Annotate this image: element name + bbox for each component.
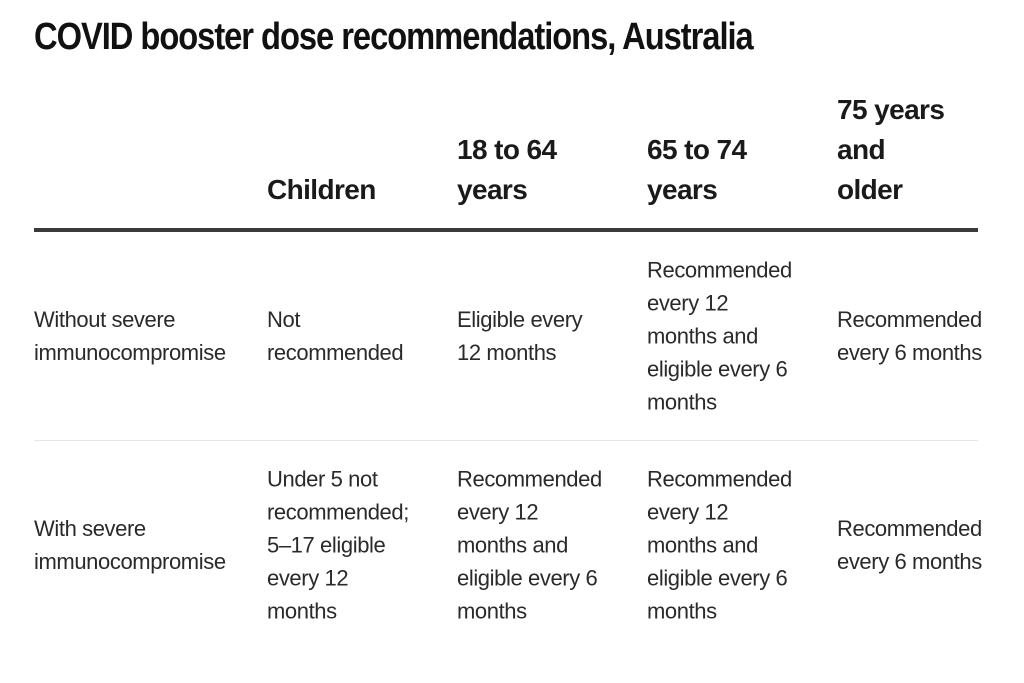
cell-children: Under 5 not recommended; 5–17 eligible e… (267, 466, 409, 624)
cell-65-to-74: Recommended every 12 months and eligible… (647, 257, 792, 415)
recommendations-table: Children 18 to 64 years 65 to 74 years 7… (34, 94, 982, 649)
table-row-without-severe-immunocompromise: Without severe immunocompromise Not reco… (34, 232, 982, 441)
cell-75-and-older: Recommended every 6 months (837, 516, 982, 574)
cell-75-and-older: Recommended every 6 months (837, 307, 982, 365)
table-header-row: Children 18 to 64 years 65 to 74 years 7… (34, 94, 978, 232)
page-title: COVID booster dose recommendations, Aust… (34, 16, 754, 58)
row-label: With severe immunocompromise (34, 516, 226, 574)
cell-18-to-64: Recommended every 12 months and eligible… (457, 466, 602, 624)
column-header-18-to-64: 18 to 64 years (457, 134, 557, 205)
table-row-with-severe-immunocompromise: With severe immunocompromise Under 5 not… (34, 441, 982, 649)
column-header-65-to-74: 65 to 74 years (647, 134, 747, 205)
column-header-75-and-older: 75 years and older (837, 94, 945, 205)
column-header-children: Children (267, 174, 376, 205)
cell-18-to-64: Eligible every 12 months (457, 307, 583, 365)
row-label: Without severe immunocompromise (34, 307, 226, 365)
cell-children: Not recommended (267, 307, 404, 365)
cell-65-to-74: Recommended every 12 months and eligible… (647, 466, 792, 624)
